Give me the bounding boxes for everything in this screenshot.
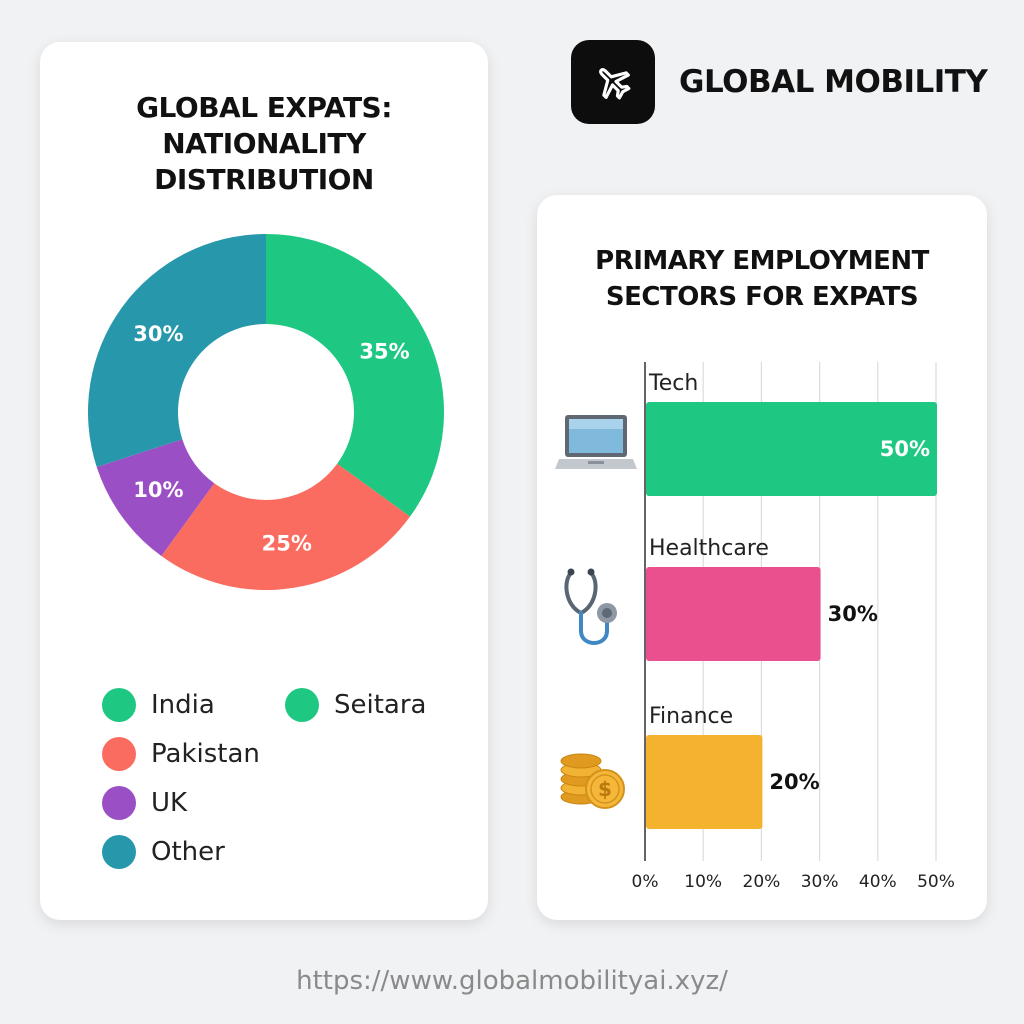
bar-finance xyxy=(646,735,763,829)
x-tick-label: 50% xyxy=(917,872,955,892)
legend-item-seitara: Seitara xyxy=(285,687,426,723)
x-tick-label: 30% xyxy=(801,872,839,892)
bar-chart-title: PRIMARY EMPLOYMENT SECTORS FOR EXPATS xyxy=(595,246,929,312)
slice-value-label: 35% xyxy=(359,340,409,364)
donut-slice-uk xyxy=(96,439,215,557)
brand-name: GLOBAL MOBILITY xyxy=(679,64,988,100)
legend-label: UK xyxy=(151,788,188,818)
donut-slice-india xyxy=(266,234,444,517)
category-label-finance: Finance xyxy=(649,704,733,729)
bar-healthcare xyxy=(646,567,821,661)
legend-swatch xyxy=(102,786,136,820)
x-tick-label: 0% xyxy=(632,872,659,892)
donut-chart-title: GLOBAL EXPATS: NATIONALITY DISTRIBUTION xyxy=(136,91,392,196)
donut-chart: 35% 25% 10% 30% xyxy=(87,234,444,591)
donut-slice-other xyxy=(87,234,266,468)
legend-label: Seitara xyxy=(334,690,427,720)
donut-legend: India Seitara Pakistan UK Other xyxy=(102,687,482,887)
footer-url-link[interactable]: https://www.globalmobilityai.xyz/ xyxy=(296,966,728,996)
legend-swatch xyxy=(102,737,136,771)
bar-value-label: 20% xyxy=(769,770,819,794)
bar-tech xyxy=(646,402,937,496)
x-tick-label: 20% xyxy=(743,872,781,892)
legend-swatch xyxy=(102,688,136,722)
legend-swatch xyxy=(285,688,319,722)
slice-value-label: 25% xyxy=(262,531,312,555)
airplane-icon xyxy=(571,40,655,124)
bar-chart: 0% 10% 20% 30% 40% 50% Tech 50% Healthcare 30% Fin… xyxy=(555,362,955,892)
category-label-healthcare: Healthcare xyxy=(649,536,769,561)
legend-item-other: Other xyxy=(102,834,225,870)
x-tick-label: 10% xyxy=(684,872,722,892)
x-tick-label: 40% xyxy=(859,872,897,892)
category-label-tech: Tech xyxy=(648,371,698,396)
slice-value-label: 10% xyxy=(133,478,183,502)
brand-header: GLOBAL MOBILITY xyxy=(571,40,988,124)
legend-item-uk: UK xyxy=(102,785,187,821)
bar-value-label: 50% xyxy=(880,437,930,461)
employment-chart-card: PRIMARY EMPLOYMENT SECTORS FOR EXPATS 0%… xyxy=(537,195,987,920)
svg-text:$: $ xyxy=(598,777,612,801)
nationality-chart-card: GLOBAL EXPATS: NATIONALITY DISTRIBUTION … xyxy=(40,42,488,920)
legend-label: Other xyxy=(151,837,225,867)
donut-slice-pakistan xyxy=(161,463,411,591)
slice-value-label: 30% xyxy=(133,322,183,346)
laptop-icon xyxy=(555,415,637,469)
legend-label: Pakistan xyxy=(151,739,260,769)
legend-label: India xyxy=(151,690,215,720)
stethoscope-icon xyxy=(564,568,617,645)
legend-swatch xyxy=(102,835,136,869)
bar-value-label: 30% xyxy=(828,602,878,626)
coins-icon: $ xyxy=(560,753,625,809)
legend-item-india: India xyxy=(102,687,215,723)
legend-item-pakistan: Pakistan xyxy=(102,736,260,772)
